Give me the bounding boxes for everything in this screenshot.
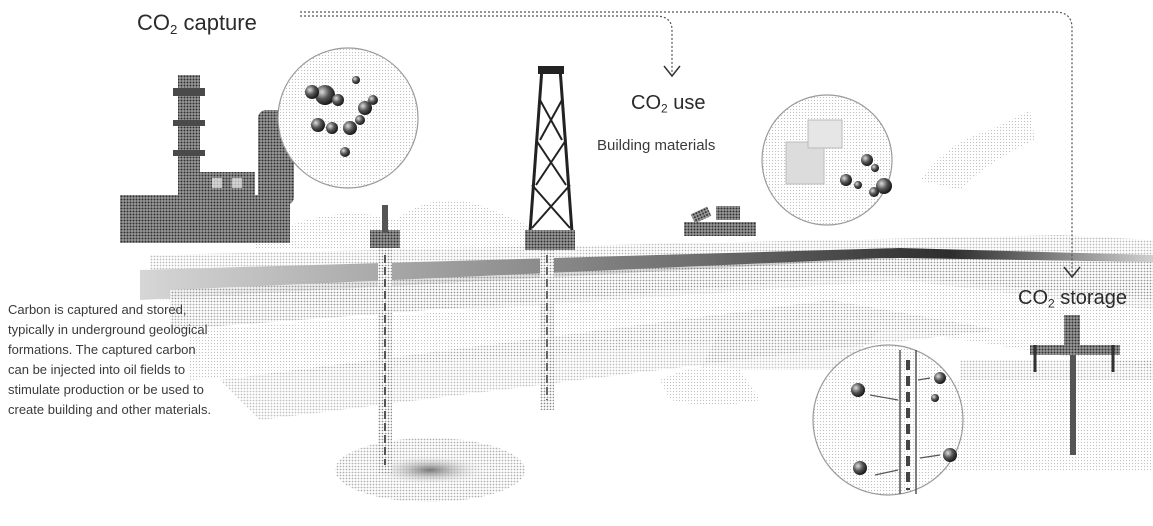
background-hills xyxy=(255,110,1035,250)
drilling-rig-icon xyxy=(525,66,575,410)
co2-use-label: CO2 use xyxy=(631,92,706,116)
co2-use-subtitle: Building materials xyxy=(597,137,716,154)
factory-icon xyxy=(120,75,294,243)
co2-capture-label: CO2 capture xyxy=(137,10,257,37)
oil-well-icon xyxy=(370,205,400,473)
brick-stack-icon xyxy=(684,206,756,236)
description-text: Carbon is captured and stored, typically… xyxy=(8,302,212,417)
co2-storage-label: CO2 storage xyxy=(1018,287,1127,311)
storage-well-icon xyxy=(1030,315,1120,455)
storage-bubble xyxy=(812,344,964,496)
capture-bubble xyxy=(277,47,419,189)
ground-layers xyxy=(140,235,1153,502)
flow-arrows xyxy=(300,11,1081,279)
use-bubble xyxy=(761,94,893,226)
